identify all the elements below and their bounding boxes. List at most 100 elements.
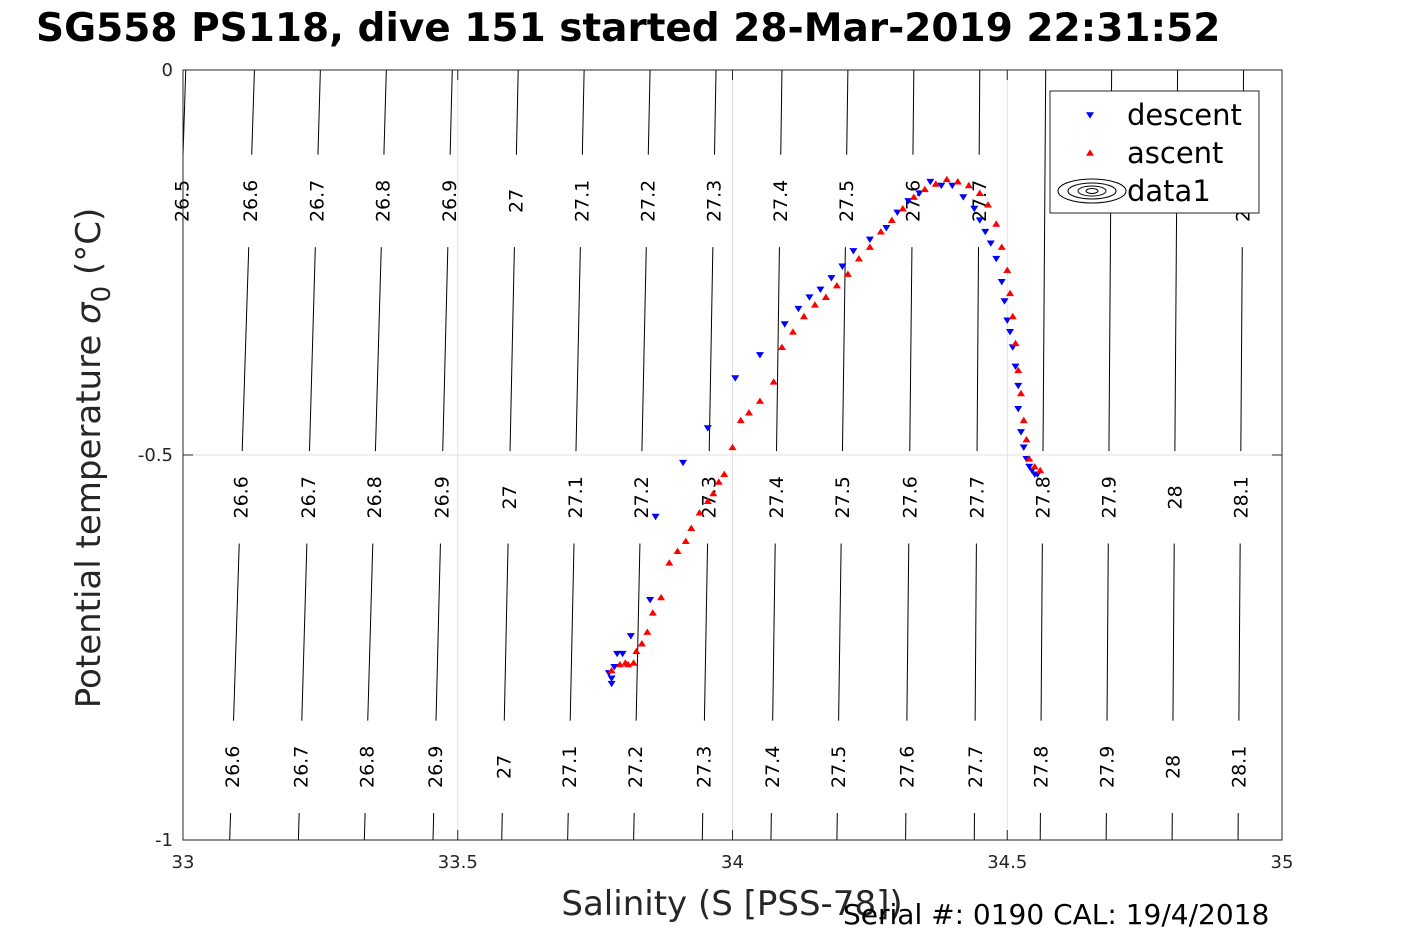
descent-point	[780, 321, 789, 328]
descent-point	[651, 513, 660, 521]
contour-line	[776, 247, 780, 452]
descent-point	[970, 205, 979, 213]
contour-line	[567, 813, 569, 841]
descent-point	[959, 194, 968, 201]
ascent-point	[714, 478, 723, 485]
axes: 33 33.5 34 34.5 35 0 -0.5 -1	[138, 60, 1294, 873]
ascent-point	[755, 397, 764, 404]
descent-point	[997, 278, 1006, 286]
descent-point	[926, 178, 935, 186]
contour-line	[374, 247, 382, 452]
contour-line	[1106, 543, 1109, 721]
ascent-point	[1011, 339, 1020, 347]
contour-label: 26.7	[307, 180, 329, 222]
contour-line	[569, 543, 575, 721]
contour-label: 26.8	[373, 180, 395, 222]
ascent-point	[876, 228, 885, 235]
contour-label: 27.8	[1031, 746, 1053, 788]
descent-point	[794, 305, 803, 313]
legend-box	[1049, 90, 1260, 214]
calibration-footer: Serial #: 0190 CAL: 19/4/2018	[843, 898, 1270, 931]
ascent-point	[607, 667, 616, 674]
ascent-point	[632, 647, 641, 655]
legend-ascent-marker	[1086, 149, 1094, 156]
legend: descent ascent data1	[1049, 90, 1260, 214]
contour-line	[229, 813, 232, 841]
descent-point	[986, 240, 995, 247]
contour-label: 27.3	[698, 476, 720, 518]
contour-line	[1172, 543, 1175, 721]
ascent-point	[736, 416, 745, 424]
ascent-point	[810, 301, 819, 308]
descent-point	[1014, 406, 1023, 413]
x-tick-label: 34	[721, 852, 744, 873]
ascent-point	[992, 220, 1001, 227]
descent-point	[805, 294, 814, 301]
ascent-point	[1022, 436, 1031, 443]
ascent-point	[1005, 289, 1014, 297]
descent-point	[646, 596, 655, 604]
contour-line	[633, 813, 635, 841]
contour-line	[432, 813, 435, 841]
contour-label: 28	[1165, 485, 1187, 509]
density-contours: 26.5 26.626.626.626.726.726.726.826.826.8…	[172, 69, 1255, 841]
ascent-point	[709, 489, 718, 497]
descent-point	[937, 182, 946, 190]
ascent-point	[1025, 455, 1034, 462]
contour-line	[635, 543, 641, 721]
contour-label: 26.7	[298, 476, 320, 518]
contour-line	[909, 247, 913, 452]
ascent-point	[887, 216, 896, 223]
legend-descent-marker	[1086, 112, 1094, 119]
descent-point	[849, 248, 858, 255]
ascent-point	[854, 255, 863, 262]
legend-label: ascent	[1127, 136, 1223, 170]
contour-line	[780, 69, 783, 155]
contour-label: 27.6	[896, 746, 918, 788]
contour-label: 27.5	[836, 180, 858, 222]
ascent-point	[744, 409, 753, 416]
ascent-point	[964, 181, 973, 189]
descent-point	[755, 352, 764, 359]
contour-line	[641, 247, 647, 452]
ascent-point	[657, 593, 666, 601]
ascent-point	[703, 497, 712, 504]
descent-point	[816, 286, 825, 294]
contour-line	[383, 69, 387, 155]
contour-line	[1042, 69, 1047, 452]
contour-label: 27.6	[899, 476, 921, 518]
contour-label: 28	[1163, 755, 1185, 779]
ascent-point	[799, 312, 808, 320]
descent-point	[1016, 429, 1025, 436]
x-tick-label: 33	[172, 852, 195, 873]
ascent-point	[648, 609, 657, 616]
descent-point	[1005, 329, 1014, 336]
data-points	[604, 175, 1045, 688]
ascent-point	[1003, 266, 1012, 273]
ascent-point	[629, 659, 638, 666]
descent-point	[838, 263, 847, 270]
contour-label: 27.5	[828, 746, 850, 788]
ascent-point	[898, 205, 907, 212]
ascent-point	[953, 178, 962, 185]
contour-label: 26.8	[364, 476, 386, 518]
contour-label: 27.7	[969, 180, 991, 222]
descent-point	[626, 633, 635, 640]
contour-line	[241, 247, 250, 452]
ascent-point	[1014, 366, 1023, 374]
descent-point	[992, 255, 1001, 263]
descent-point	[607, 675, 616, 682]
ascent-point	[681, 537, 690, 545]
ascent-point	[665, 559, 674, 566]
ascent-point	[931, 180, 940, 187]
ascent-point	[637, 640, 646, 647]
contour-label: 27.4	[762, 746, 784, 788]
contour-label: 27.1	[559, 746, 581, 788]
y-tick-label: -1	[155, 830, 173, 851]
ascent-point	[865, 243, 874, 250]
descent-point	[1025, 463, 1034, 471]
legend-contour-icon	[1067, 182, 1117, 200]
contour-line	[976, 247, 980, 452]
contour-line	[503, 543, 509, 721]
contour-line	[575, 247, 581, 452]
